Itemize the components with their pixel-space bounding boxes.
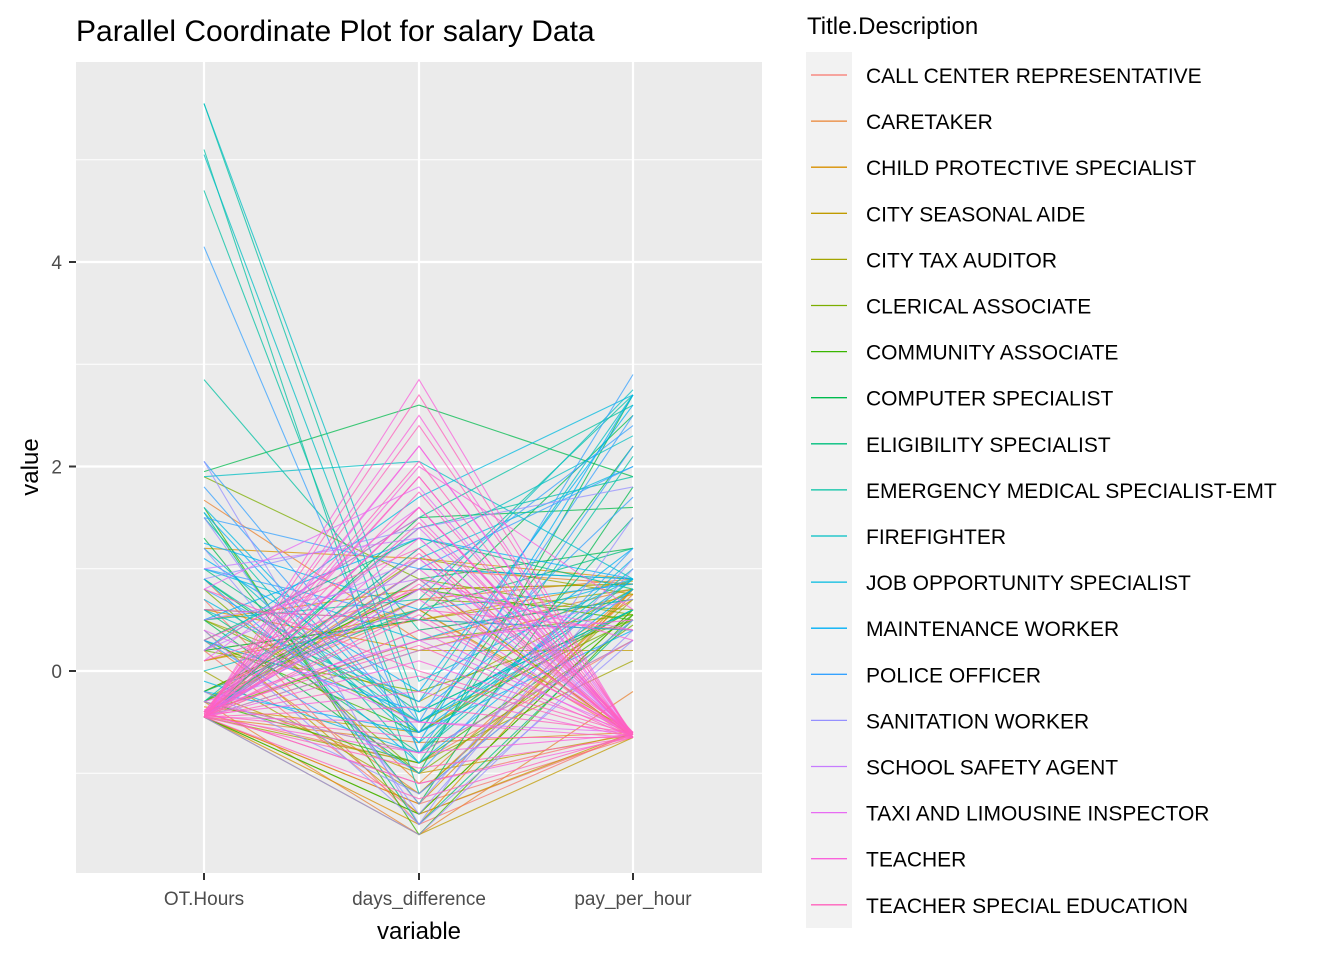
legend-label: CLERICAL ASSOCIATE	[866, 296, 1091, 319]
series-line	[203, 527, 634, 735]
series-line	[203, 583, 634, 738]
series-line	[203, 629, 634, 836]
series-line	[203, 404, 634, 478]
series-line	[203, 568, 634, 735]
series-line	[203, 460, 634, 738]
series-line	[203, 614, 634, 735]
series-line	[203, 491, 634, 738]
legend-item: COMPUTER SPECIALIST	[811, 388, 1114, 411]
series-line	[203, 716, 634, 769]
data-lines	[203, 103, 634, 836]
legend-item: POLICE OFFICER	[811, 664, 1041, 687]
legend-label: SCHOOL SAFETY AGENT	[866, 757, 1118, 780]
legend-item: TEACHER	[811, 849, 966, 872]
series-line	[203, 644, 634, 739]
legend-item: CLERICAL ASSOCIATE	[811, 296, 1091, 319]
series-line	[203, 598, 634, 738]
legend-item: TEACHER SPECIAL EDUCATION	[811, 895, 1188, 918]
legend-label: EMERGENCY MEDICAL SPECIALIST-EMT	[866, 480, 1277, 503]
series-line	[203, 716, 634, 739]
series-line	[203, 609, 634, 718]
legend-item: TAXI AND LIMOUSINE INSPECTOR	[811, 803, 1209, 826]
series-line	[203, 619, 634, 711]
legend: Title.Description CALL CENTER REPRESENTA…	[806, 13, 1277, 928]
legend-item: SANITATION WORKER	[811, 710, 1089, 733]
series-line	[203, 557, 634, 738]
series-line	[203, 552, 634, 738]
legend-label: TEACHER	[866, 849, 966, 872]
legend-label: POLICE OFFICER	[866, 664, 1041, 687]
series-line	[203, 706, 634, 733]
legend-item: CITY TAX AUDITOR	[811, 249, 1057, 272]
y-tick-label: 4	[51, 253, 62, 274]
series-line	[203, 415, 634, 734]
series-line	[203, 537, 634, 738]
legend-label: COMMUNITY ASSOCIATE	[866, 342, 1118, 365]
series-line	[203, 578, 634, 718]
series-line	[203, 424, 634, 735]
legend-label: CARETAKER	[866, 111, 993, 134]
y-axis-title: value	[17, 438, 44, 495]
legend-label: SANITATION WORKER	[866, 710, 1089, 733]
legend-item: CARETAKER	[811, 111, 993, 134]
series-line	[203, 690, 634, 739]
series-line	[203, 521, 634, 733]
series-line	[203, 475, 634, 738]
x-axis-title: variable	[377, 918, 461, 945]
legend-item: MAINTENANCE WORKER	[811, 618, 1119, 641]
chart-title: Parallel Coordinate Plot for salary Data	[76, 15, 595, 48]
series-line	[203, 629, 634, 738]
series-line	[203, 516, 634, 738]
legend-label: JOB OPPORTUNITY SPECIALIST	[866, 572, 1191, 595]
legend-item: ELIGIBILITY SPECIALIST	[811, 434, 1111, 457]
series-line	[203, 486, 634, 738]
legend-item: SCHOOL SAFETY AGENT	[811, 757, 1118, 780]
series-line	[203, 675, 634, 739]
x-tick-label: pay_per_hour	[574, 889, 692, 910]
legend-label: COMPUTER SPECIALIST	[866, 388, 1114, 411]
legend-title: Title.Description	[807, 13, 978, 40]
legend-item: COMMUNITY ASSOCIATE	[811, 342, 1118, 365]
axes: 0 2 4 OT.Hours days_difference pay_per_hour	[51, 253, 692, 910]
legend-item: EMERGENCY MEDICAL SPECIALIST-EMT	[811, 480, 1277, 503]
legend-label: TAXI AND LIMOUSINE INSPECTOR	[866, 803, 1209, 826]
y-tick-label: 2	[51, 458, 62, 479]
legend-label: TEACHER SPECIAL EDUCATION	[866, 895, 1188, 918]
series-line	[203, 711, 634, 785]
legend-label: CITY TAX AUDITOR	[866, 249, 1057, 272]
series-line	[203, 660, 634, 733]
legend-label: CITY SEASONAL AIDE	[866, 203, 1085, 226]
series-line	[203, 716, 634, 800]
series-line	[203, 547, 634, 738]
series-line	[203, 103, 634, 682]
legend-label: MAINTENANCE WORKER	[866, 618, 1119, 641]
series-line	[203, 394, 634, 651]
series-line	[203, 716, 634, 754]
series-line	[203, 714, 633, 739]
series-line	[203, 578, 634, 764]
legend-item: CITY SEASONAL AIDE	[811, 203, 1085, 226]
x-tick-label: OT.Hours	[164, 889, 244, 910]
legend-label: CHILD PROTECTIVE SPECIALIST	[866, 157, 1196, 180]
series-line	[203, 506, 634, 738]
legend-item: CHILD PROTECTIVE SPECIALIST	[811, 157, 1196, 180]
y-tick-label: 0	[51, 662, 62, 683]
legend-label: ELIGIBILITY SPECIALIST	[866, 434, 1111, 457]
series-line	[203, 588, 634, 735]
legend-item: CALL CENTER REPRESENTATIVE	[811, 65, 1202, 88]
legend-label: CALL CENTER REPRESENTATIVE	[866, 65, 1202, 88]
legend-item: FIREFIGHTER	[811, 526, 1006, 549]
legend-label: FIREFIGHTER	[866, 526, 1006, 549]
series-line	[203, 588, 634, 733]
legend-item: JOB OPPORTUNITY SPECIALIST	[811, 572, 1191, 595]
series-line	[203, 445, 634, 735]
series-line	[203, 378, 634, 738]
x-tick-label: days_difference	[352, 889, 486, 910]
series-line	[203, 394, 634, 744]
